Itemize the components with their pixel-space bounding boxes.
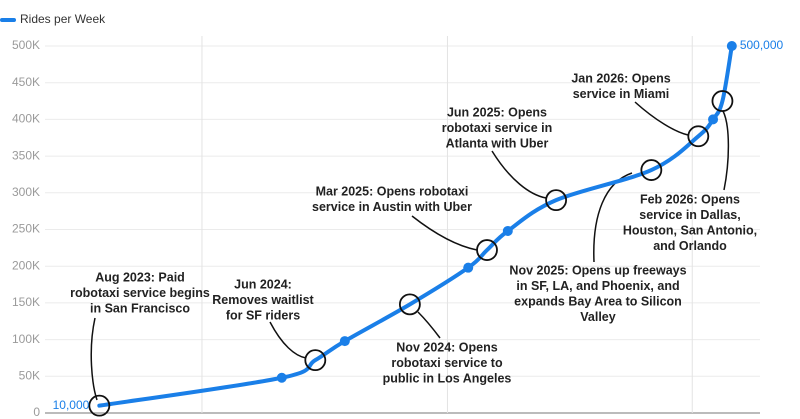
annotation-text: Nov 2025: Opens up freeways <box>509 263 686 277</box>
annotation-text: Mar 2025: Opens robotaxi <box>316 184 469 198</box>
value-label: 10,000 <box>53 398 90 412</box>
y-tick-label: 200K <box>12 258 40 272</box>
y-tick-label: 300K <box>12 185 40 199</box>
annotation-text: public in Los Angeles <box>383 371 512 385</box>
annotation-text: Jun 2024: <box>234 277 292 291</box>
highlight-marker <box>640 159 663 181</box>
annotation-leader <box>417 311 441 339</box>
annotation-leader <box>90 317 98 401</box>
highlight-marker <box>304 349 327 372</box>
annotation-text: Houston, San Antonio, <box>623 223 757 237</box>
annotation-text: Aug 2023: Paid <box>95 270 185 284</box>
annotation-text: Jun 2025: Opens <box>447 105 547 119</box>
y-tick-label: 50K <box>19 368 40 382</box>
annotation-text: Removes waitlist <box>212 293 314 307</box>
annotation-text: service in Dallas, <box>639 208 740 222</box>
annotation-text: service in Miami <box>573 87 670 101</box>
annotation-text: Nov 2024: Opens <box>396 340 497 354</box>
point <box>339 336 350 347</box>
point <box>276 372 287 383</box>
annotation-text: robotaxi service in <box>442 121 552 135</box>
annotation-text: Jan 2026: Opens <box>571 71 670 85</box>
point <box>708 114 719 125</box>
highlight-marker <box>398 293 421 316</box>
annotation-leader <box>411 215 478 251</box>
annotation-text: service in Austin with Uber <box>312 200 472 214</box>
point <box>463 262 474 273</box>
y-tick-label: 0 <box>33 405 40 419</box>
line <box>97 44 734 408</box>
annotation-text: robotaxi service begins <box>70 286 210 300</box>
y-tick-label: 350K <box>12 148 40 162</box>
legend-label: Rides per Week <box>20 12 106 26</box>
highlight-marker <box>545 189 567 212</box>
annotation-text: Valley <box>580 310 615 324</box>
annotation-text: in San Francisco <box>90 301 190 315</box>
y-tick-label: 250K <box>12 222 40 236</box>
annotation-text: Atlanta with Uber <box>446 136 549 150</box>
annotation-text: robotaxi service to <box>391 356 503 370</box>
annotation-text: in SF, LA, and Phoenix, and <box>516 279 679 293</box>
y-tick-label: 100K <box>12 332 40 346</box>
y-tick-label: 450K <box>12 75 40 89</box>
highlight-marker <box>687 125 710 148</box>
annotation-text: Feb 2026: Opens <box>640 192 740 206</box>
highlight-marker <box>88 394 111 417</box>
y-tick-label: 500K <box>12 38 40 52</box>
y-tick-label: 150K <box>12 295 40 309</box>
highlight-marker <box>711 90 734 112</box>
annotation-leader <box>634 101 689 136</box>
highlight-marker <box>476 239 498 261</box>
annotation-leader <box>722 110 730 191</box>
point <box>502 225 513 236</box>
annotation-leader <box>491 150 547 199</box>
point <box>726 41 737 51</box>
annotation-leader <box>593 172 633 263</box>
value-label: 500,000 <box>740 38 784 52</box>
annotation-leader <box>269 321 307 359</box>
annotation-text: and Orlando <box>653 239 727 253</box>
annotation-text: for SF riders <box>226 308 300 322</box>
y-tick-label: 400K <box>12 112 40 126</box>
annotation-text: expands Bay Area to Silicon <box>514 294 682 308</box>
